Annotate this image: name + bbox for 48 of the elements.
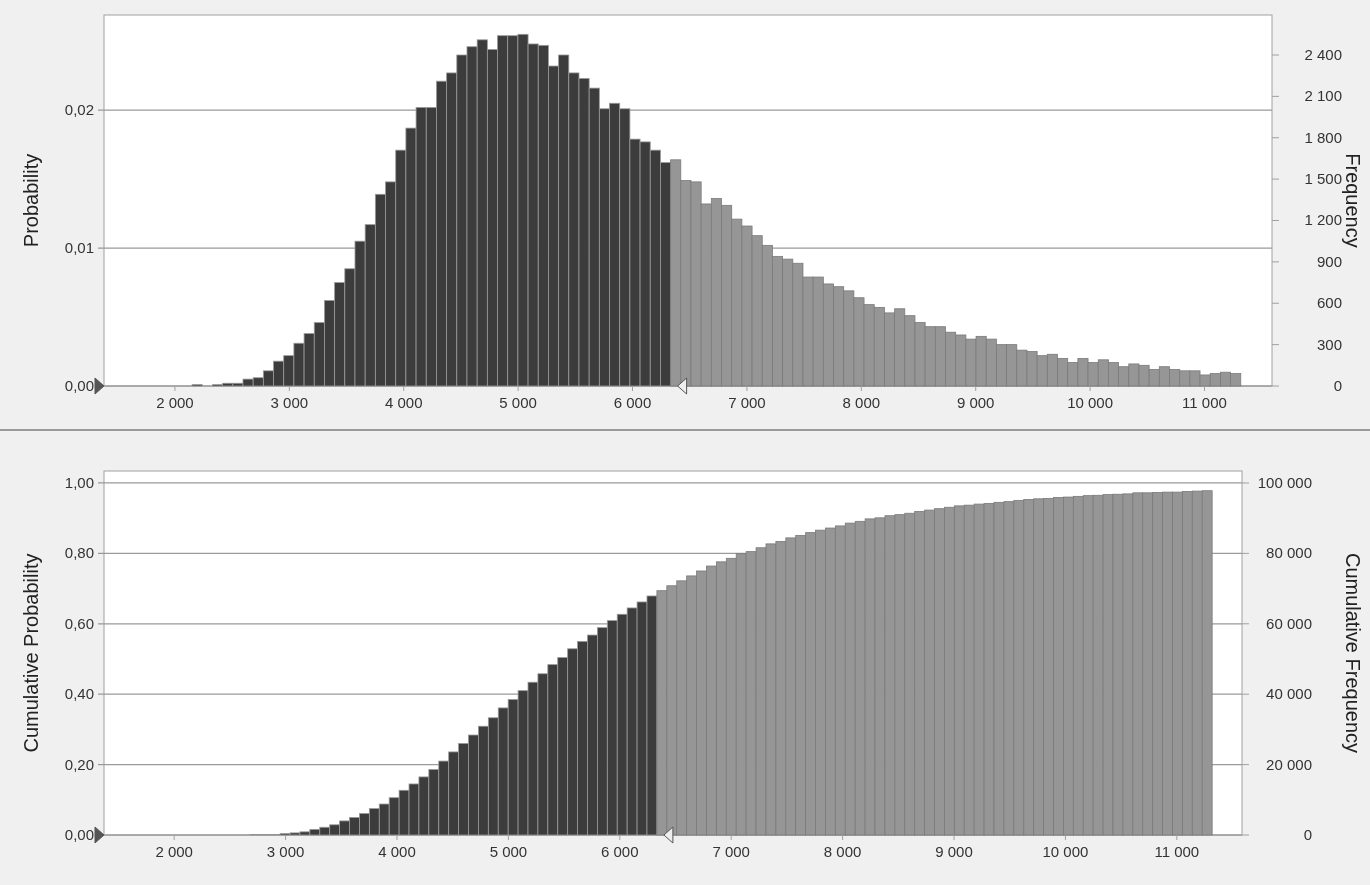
- x-tick-label: 10 000: [1042, 843, 1089, 860]
- y2-tick-label: 2 400: [1304, 46, 1342, 63]
- x-tick-label: 2 000: [156, 394, 194, 411]
- y-tick-label: 0,80: [64, 544, 94, 562]
- x-tick-label: 3 000: [270, 394, 309, 411]
- x-tick-label: 7 000: [712, 843, 750, 860]
- y-tick-label: 0,40: [64, 685, 94, 703]
- x-tick-label: 11 000: [1182, 394, 1227, 411]
- y-tick-label: 0,60: [64, 614, 94, 632]
- y2-tick-label: 1 500: [1304, 170, 1342, 188]
- x-tick-label: 10 000: [1067, 394, 1114, 411]
- y2-axis-title: Cumulative Frequency: [1342, 552, 1364, 754]
- y2-tick-label: 2 100: [1304, 87, 1342, 105]
- x-tick-label: 11 000: [1154, 843, 1200, 860]
- y2-tick-label: 20 000: [1266, 755, 1312, 773]
- x-tick-label: 9 000: [935, 843, 973, 860]
- x-tick-label: 2 000: [155, 843, 193, 860]
- y2-tick-label: 900: [1316, 252, 1342, 270]
- y-tick-label: 0,00: [64, 826, 94, 843]
- y2-tick-label: 60 000: [1266, 614, 1312, 632]
- y2-tick-label: 0: [1333, 377, 1342, 394]
- x-tick-label: 6 000: [613, 394, 652, 411]
- y-tick-label: 1,00: [64, 473, 94, 491]
- y2-tick-label: 1 200: [1304, 211, 1342, 229]
- y-axis-title: Probability: [20, 153, 42, 248]
- y2-tick-label: 40 000: [1266, 685, 1312, 703]
- x-tick-label: 7 000: [728, 394, 766, 411]
- y2-tick-label: 80 000: [1266, 544, 1312, 562]
- y-axis-title: Cumulative Probability: [20, 553, 42, 753]
- x-tick-label: 4 000: [384, 394, 423, 411]
- y2-tick-label: 0: [1303, 826, 1312, 843]
- x-tick-label: 5 000: [499, 394, 537, 411]
- y-tick-label: 0,00: [64, 377, 94, 394]
- y2-tick-label: 100 000: [1257, 473, 1312, 491]
- y2-tick-label: 1 800: [1304, 128, 1342, 146]
- x-tick-label: 8 000: [842, 394, 881, 411]
- y-tick-label: 0,02: [64, 101, 94, 119]
- y-tick-label: 0,01: [64, 239, 94, 257]
- x-tick-label: 8 000: [823, 843, 862, 860]
- x-tick-label: 5 000: [489, 843, 528, 860]
- x-tick-label: 4 000: [378, 843, 416, 860]
- y2-tick-label: 300: [1316, 335, 1342, 353]
- x-tick-label: 3 000: [266, 843, 305, 860]
- y2-tick-label: 600: [1316, 294, 1342, 312]
- y2-axis-title: Frequency: [1342, 153, 1364, 248]
- y-tick-label: 0,20: [64, 755, 94, 773]
- x-tick-label: 6 000: [601, 843, 639, 860]
- x-tick-label: 9 000: [956, 394, 995, 411]
